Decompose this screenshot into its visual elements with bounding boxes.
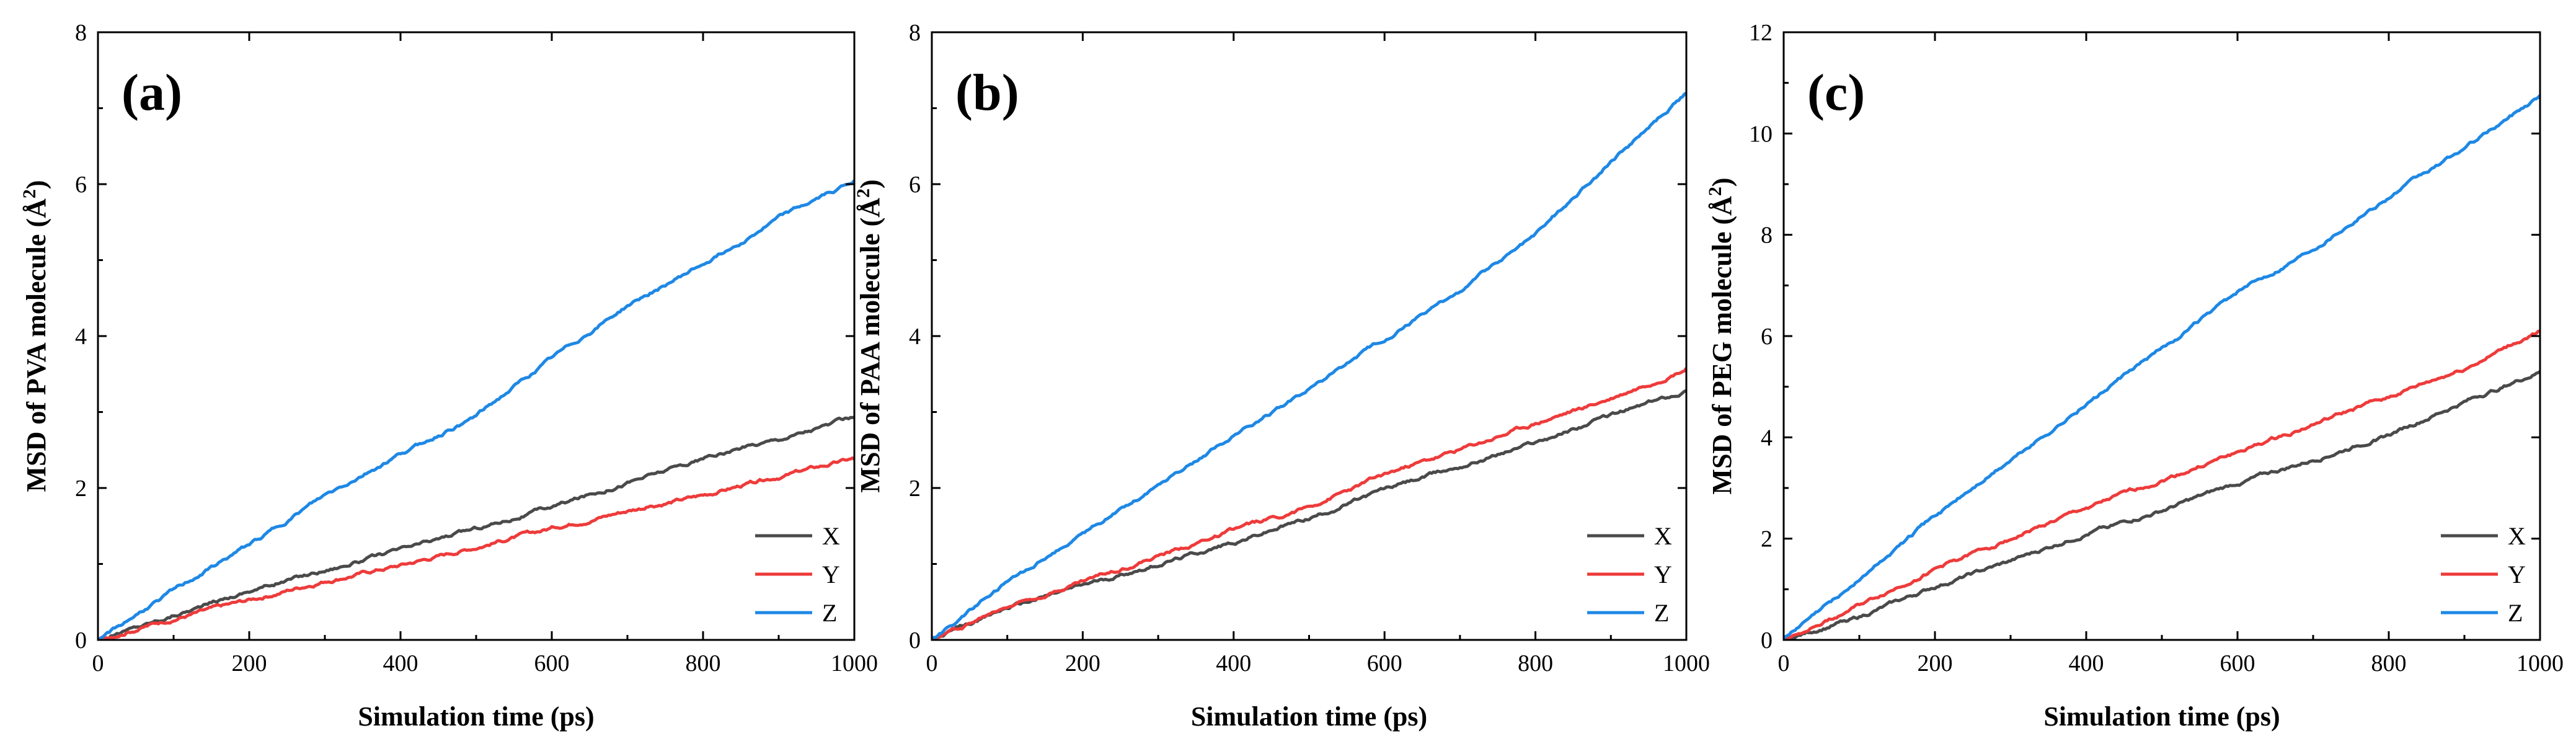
series-line-z <box>98 179 854 640</box>
plot-frame <box>931 31 1688 641</box>
y-axis-title: MSD of PAA molecule (Å2) <box>853 179 885 492</box>
y-axis-title: MSD of PEG molecule (Å2) <box>1705 177 1737 494</box>
x-tick-label: 200 <box>1918 650 1953 676</box>
legend-label-z: Z <box>1654 599 1669 627</box>
y-tick-label: 4 <box>1761 425 1773 451</box>
chart-panel-c: 0 200 400 600 800 1000 0 2 4 6 8 10 12 Simulation tim… <box>1705 20 2564 732</box>
x-tick-label: 200 <box>1065 650 1100 676</box>
legend-label-y: Y <box>1654 561 1672 588</box>
panel-label: (b) <box>955 64 1019 122</box>
legend-label-y: Y <box>2508 561 2526 588</box>
x-tick-label: 200 <box>232 650 267 676</box>
series-line-z <box>932 91 1686 640</box>
x-tick-label: 400 <box>1216 650 1251 676</box>
series-line-y <box>932 367 1686 640</box>
series-line-y <box>1784 329 2540 640</box>
y-tick-label: 6 <box>75 172 87 198</box>
y-tick-label: 8 <box>75 20 87 46</box>
legend-label-x: X <box>1654 522 1672 550</box>
y-tick-label: 2 <box>75 476 87 502</box>
x-tick-label: 0 <box>92 650 104 676</box>
series-line-x <box>1784 370 2540 640</box>
x-tick-label: 1000 <box>1663 650 1710 676</box>
y-tick-label: 8 <box>1761 223 1773 249</box>
y-axis-title: MSD of PVA molecule (Å2) <box>19 180 51 492</box>
y-tick-label: 2 <box>1761 526 1773 552</box>
chart-panel-a: 0 200 400 600 800 1000 0 2 4 6 8 Simulation time (p… <box>19 20 878 732</box>
y-tick-label: 4 <box>909 324 921 350</box>
x-tick-label: 600 <box>1367 650 1402 676</box>
x-tick-label: 600 <box>2220 650 2255 676</box>
x-tick-label: 800 <box>686 650 721 676</box>
x-axis-title: Simulation time (ps) <box>2043 701 2280 732</box>
y-tick-label: 0 <box>909 628 921 654</box>
legend-label-x: X <box>2508 522 2526 550</box>
y-tick-label: 4 <box>75 324 87 350</box>
series-line-x <box>98 415 854 640</box>
y-tick-label: 6 <box>909 172 921 198</box>
x-axis-title: Simulation time (ps) <box>1191 701 1427 732</box>
y-tick-label: 2 <box>909 476 921 502</box>
chart-panel-b: 0 200 400 600 800 1000 0 2 4 6 8 Simulation time (p… <box>853 20 1710 732</box>
x-tick-label: 400 <box>2069 650 2104 676</box>
x-tick-label: 0 <box>1778 650 1790 676</box>
panel-label: (a) <box>122 64 182 122</box>
legend-label-x: X <box>822 522 840 550</box>
x-tick-label: 400 <box>383 650 418 676</box>
x-tick-label: 800 <box>2371 650 2407 676</box>
y-tick-label: 8 <box>909 20 921 46</box>
x-tick-label: 1000 <box>831 650 878 676</box>
legend-label-z: Z <box>822 599 837 627</box>
series-line-y <box>98 456 854 640</box>
legend-label-y: Y <box>822 561 840 588</box>
x-tick-label: 800 <box>1518 650 1553 676</box>
y-tick-label: 12 <box>1749 20 1773 46</box>
panel-label: (c) <box>1807 64 1865 122</box>
x-axis-title: Simulation time (ps) <box>358 701 594 732</box>
x-tick-label: 600 <box>534 650 570 676</box>
x-tick-label: 0 <box>926 650 938 676</box>
y-tick-label: 10 <box>1749 121 1773 147</box>
series-line-x <box>932 389 1686 640</box>
y-tick-label: 6 <box>1761 324 1773 350</box>
legend-label-z: Z <box>2508 599 2523 627</box>
y-tick-label: 0 <box>75 628 87 654</box>
y-tick-label: 0 <box>1761 628 1773 654</box>
x-tick-label: 1000 <box>2516 650 2564 676</box>
series-line-z <box>1784 94 2540 640</box>
